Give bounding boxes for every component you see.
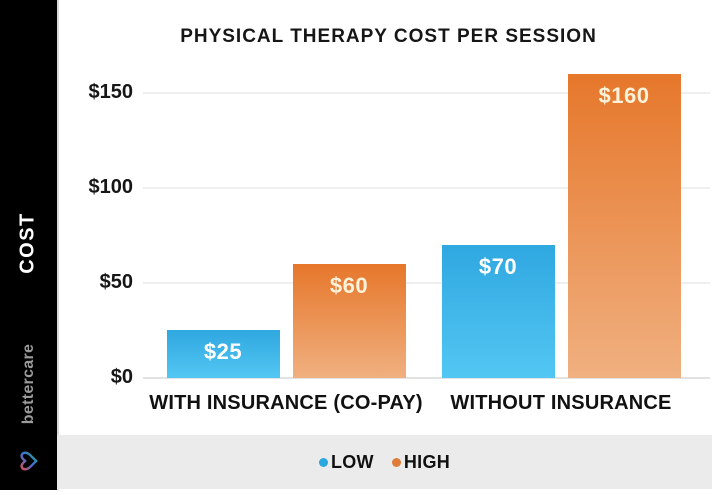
- legend-dot-low: [318, 457, 328, 467]
- heart-icon: [18, 450, 40, 472]
- y-tick-label: $150: [88, 81, 134, 103]
- bar-value-label: $70: [478, 254, 518, 279]
- legend-dot-high: [391, 457, 401, 467]
- legend-item-low: LOW: [318, 451, 374, 473]
- bar-high-2: $160: [567, 74, 681, 378]
- category-label: WITH INSURANCE (CO-PAY): [149, 392, 423, 414]
- category-label: WITHOUT INSURANCE: [450, 392, 672, 414]
- x-axis-line: [143, 377, 710, 379]
- y-tick-label: $50: [99, 271, 133, 293]
- legend-label: HIGH: [403, 451, 451, 472]
- bar-low-2: $70: [441, 245, 555, 378]
- y-tick-label: $0: [110, 366, 133, 388]
- bar-value-label: $25: [203, 339, 243, 364]
- y-tick-label: $100: [88, 176, 134, 198]
- bar-value-label: $160: [598, 83, 650, 108]
- legend-strip: LOW HIGH: [57, 435, 712, 489]
- sidebar-divider: [57, 0, 59, 490]
- bar-high-1: $60: [292, 264, 406, 378]
- gridline: [143, 92, 710, 94]
- gridline: [143, 187, 710, 189]
- left-sidebar: COST bettercare: [0, 0, 57, 490]
- chart-title: PHYSICAL THERAPY COST PER SESSION: [180, 26, 597, 47]
- legend: LOW HIGH: [318, 451, 451, 473]
- bar-low-1: $25: [166, 330, 280, 378]
- bar-value-label: $60: [329, 273, 369, 298]
- gridline: [143, 282, 710, 284]
- legend-item-high: HIGH: [391, 451, 451, 473]
- legend-label: LOW: [330, 451, 374, 472]
